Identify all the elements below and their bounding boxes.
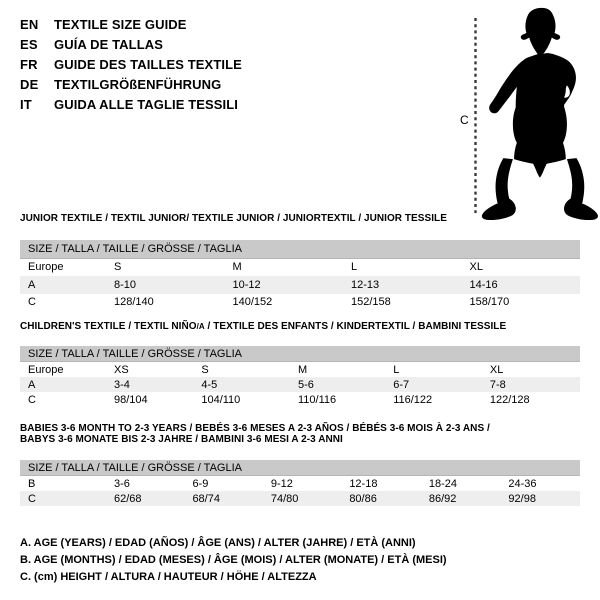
svg-text:C: C xyxy=(460,113,469,127)
